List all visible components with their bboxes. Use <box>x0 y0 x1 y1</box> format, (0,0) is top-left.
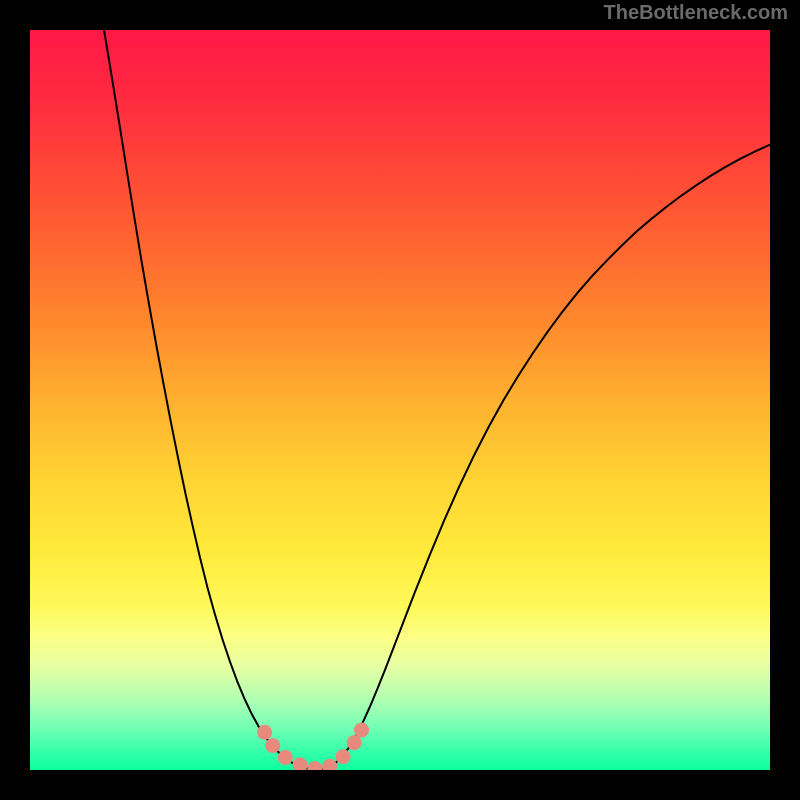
data-marker <box>257 725 272 740</box>
data-marker <box>336 749 351 764</box>
data-marker <box>347 735 362 750</box>
gradient-background <box>30 30 770 770</box>
chart-container: TheBottleneck.com <box>0 0 800 800</box>
chart-svg <box>30 30 770 770</box>
data-marker <box>278 750 293 765</box>
data-marker <box>265 738 280 753</box>
watermark-text: TheBottleneck.com <box>604 2 788 25</box>
plot-area <box>30 30 770 770</box>
data-marker <box>354 723 369 738</box>
